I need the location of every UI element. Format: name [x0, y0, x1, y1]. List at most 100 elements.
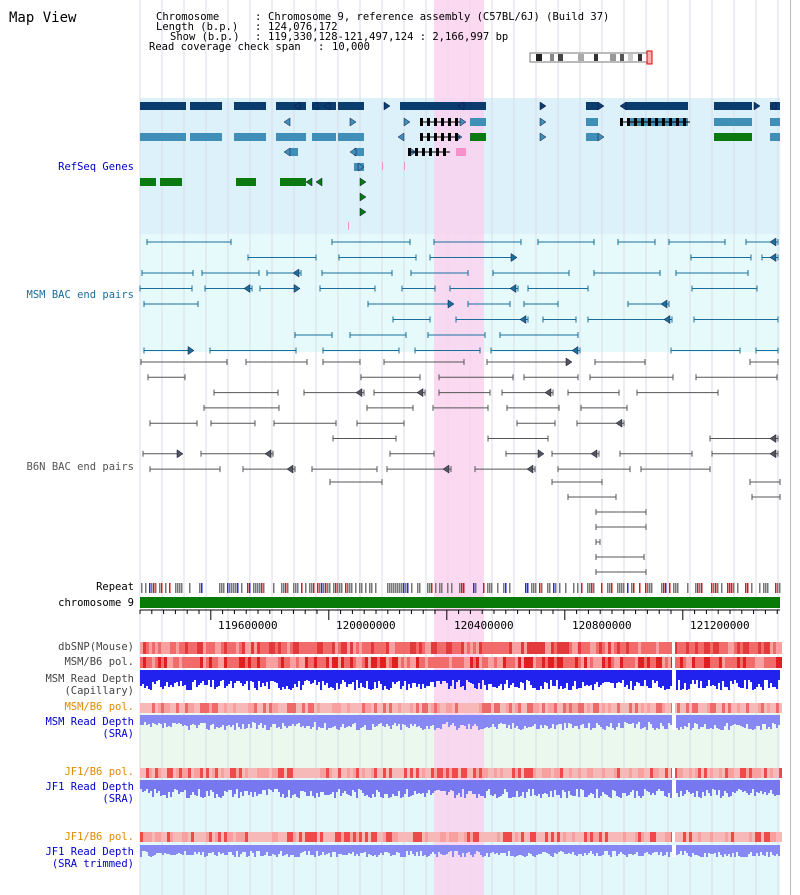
heat-cell: [158, 657, 161, 668]
bac-end-arrow: [286, 464, 294, 474]
heat-cell: [551, 703, 554, 713]
heat-cell: [383, 642, 386, 654]
heat-cell: [191, 703, 194, 713]
depth-bar: [706, 845, 708, 857]
jf1-depth-trim-label[interactable]: JF1 Read Depth: [45, 846, 134, 858]
heat-cell: [143, 642, 146, 654]
depth-bar: [502, 715, 504, 724]
heat-cell: [731, 832, 734, 842]
heat-cell: [710, 832, 713, 842]
repeat-mark: [337, 583, 339, 593]
depth-bar: [546, 670, 548, 683]
chromosome-ideogram[interactable]: [528, 50, 658, 66]
heat-cell: [188, 657, 191, 668]
depth-bar: [330, 715, 332, 728]
depth-bar: [310, 715, 312, 729]
gene-feature-pink: [404, 162, 405, 170]
bac-end-arrow: [769, 434, 777, 443]
heat-cell: [560, 703, 563, 713]
depth-bar: [712, 780, 714, 789]
depth-bar: [368, 845, 370, 854]
depth-bar: [760, 670, 762, 687]
msm-depth-cap-label[interactable]: MSM Read Depth: [45, 673, 134, 685]
heat-cell: [602, 642, 605, 654]
msm-depth-sra-sub: (SRA): [102, 728, 134, 740]
heat-cell: [419, 642, 422, 654]
depth-bar: [352, 845, 354, 852]
depth-bar: [412, 780, 414, 795]
jf1-b6-pol-label-1[interactable]: JF1/B6 pol.: [64, 766, 134, 778]
depth-bar: [238, 670, 240, 681]
heat-cell: [182, 768, 185, 778]
depth-bar: [662, 845, 664, 856]
heat-cell: [281, 703, 284, 713]
depth-bar: [368, 670, 370, 689]
heat-cell: [674, 832, 677, 842]
heat-cell: [368, 832, 371, 842]
repeat-mark: [439, 583, 441, 593]
gene-exon: [676, 118, 679, 126]
heat-cell: [146, 768, 149, 778]
depth-bar: [624, 845, 626, 855]
depth-bar: [370, 715, 372, 730]
heat-cell: [212, 703, 215, 713]
heat-cell: [521, 657, 524, 668]
msm-bac-label[interactable]: MSM BAC end pairs: [26, 289, 134, 301]
msm-b6-pol-sra-label[interactable]: MSM/B6 pol.: [64, 701, 134, 713]
depth-bar: [586, 845, 588, 855]
msm-depth-sra-label[interactable]: MSM Read Depth: [45, 716, 134, 728]
msm-b6-pol-label[interactable]: MSM/B6 pol.: [64, 656, 134, 668]
scroll-edge[interactable]: [790, 0, 800, 895]
depth-bar: [384, 845, 386, 852]
depth-bar: [760, 715, 762, 730]
depth-bar: [280, 780, 282, 797]
heat-cell: [758, 642, 761, 654]
depth-bar: [730, 670, 732, 681]
depth-bar: [210, 715, 212, 725]
depth-bar: [442, 670, 444, 681]
heat-cell: [779, 832, 782, 842]
depth-bar: [256, 845, 258, 851]
heat-cell: [380, 642, 383, 654]
depth-bar: [248, 715, 250, 724]
depth-bar: [588, 845, 590, 853]
depth-bar: [348, 670, 350, 684]
heat-cell: [434, 768, 437, 778]
heat-cell: [404, 832, 407, 842]
heat-cell: [470, 703, 473, 713]
gene-strand-arrow: [769, 101, 777, 111]
depth-bar: [208, 715, 210, 730]
depth-bar: [282, 780, 284, 794]
depth-bar: [670, 715, 672, 725]
depth-bar: [314, 715, 316, 722]
gene-feature: [770, 133, 780, 141]
depth-bar: [344, 715, 346, 728]
jf1-depth-sra-label[interactable]: JF1 Read Depth: [45, 781, 134, 793]
depth-bar: [564, 670, 566, 688]
heat-cell: [179, 642, 182, 654]
depth-bar: [698, 670, 700, 688]
heat-cell: [608, 703, 611, 713]
heat-cell: [230, 657, 233, 668]
heat-cell: [458, 657, 461, 668]
refseq-genes-label[interactable]: RefSeq Genes: [58, 161, 134, 173]
depth-bar: [254, 670, 256, 688]
heat-cell: [767, 703, 770, 713]
gene-exon: [436, 148, 439, 156]
depth-bar: [302, 715, 304, 726]
heat-cell: [485, 657, 488, 668]
depth-bar: [382, 845, 384, 855]
heat-cell: [458, 703, 461, 713]
repeat-mark: [509, 583, 511, 593]
depth-bar: [398, 670, 400, 681]
jf1-b6-pol-label-2[interactable]: JF1/B6 pol.: [64, 831, 134, 843]
depth-bar: [292, 715, 294, 724]
heat-cell: [203, 703, 206, 713]
heat-cell: [263, 832, 266, 842]
b6n-bac-label[interactable]: B6N BAC end pairs: [26, 461, 134, 473]
dbsnp-label[interactable]: dbSNP(Mouse): [58, 641, 134, 653]
heat-cell: [524, 642, 527, 654]
depth-bar: [456, 845, 458, 851]
heat-cell: [734, 642, 737, 654]
